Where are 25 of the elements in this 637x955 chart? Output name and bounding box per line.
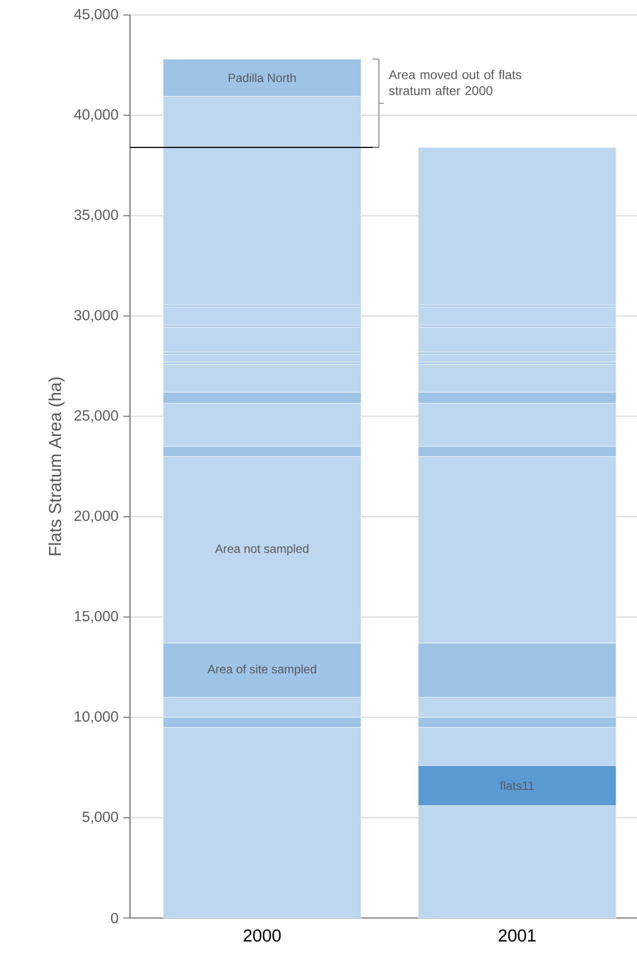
bar [162, 354, 362, 362]
y-tick-label: 10,000 [74, 711, 118, 724]
y-tick-label: 35,000 [74, 210, 118, 222]
x-tick-label: 2000 [244, 929, 281, 942]
y-tick-label: 20,000 [74, 510, 118, 523]
bar [418, 306, 616, 326]
bar [162, 306, 362, 326]
series-label: flats11 [500, 781, 534, 790]
y-tick-label: 15,000 [74, 610, 118, 624]
y-tick-label: 40,000 [74, 109, 118, 122]
y-tick-label: 45,000 [74, 8, 118, 22]
y-tick-label: 25,000 [74, 410, 118, 422]
y-axis-title: Flats Stratum Area (ha) [48, 378, 65, 556]
series-label: Padilla North [228, 73, 296, 82]
bar [418, 354, 616, 362]
ref-line-label: Area moved out of flats stratum after 2000 [388, 70, 522, 96]
bar [418, 326, 616, 352]
y-tick-label: 30,000 [74, 310, 118, 322]
series-label: Area not sampled [215, 544, 308, 556]
y-tick-label: 0 [111, 912, 118, 924]
series-label: Area of site sampled [207, 664, 316, 676]
bar [418, 147, 616, 306]
bar [162, 326, 362, 352]
y-tick-label: 5,000 [82, 812, 118, 824]
x-tick-label: 2001 [498, 929, 536, 942]
